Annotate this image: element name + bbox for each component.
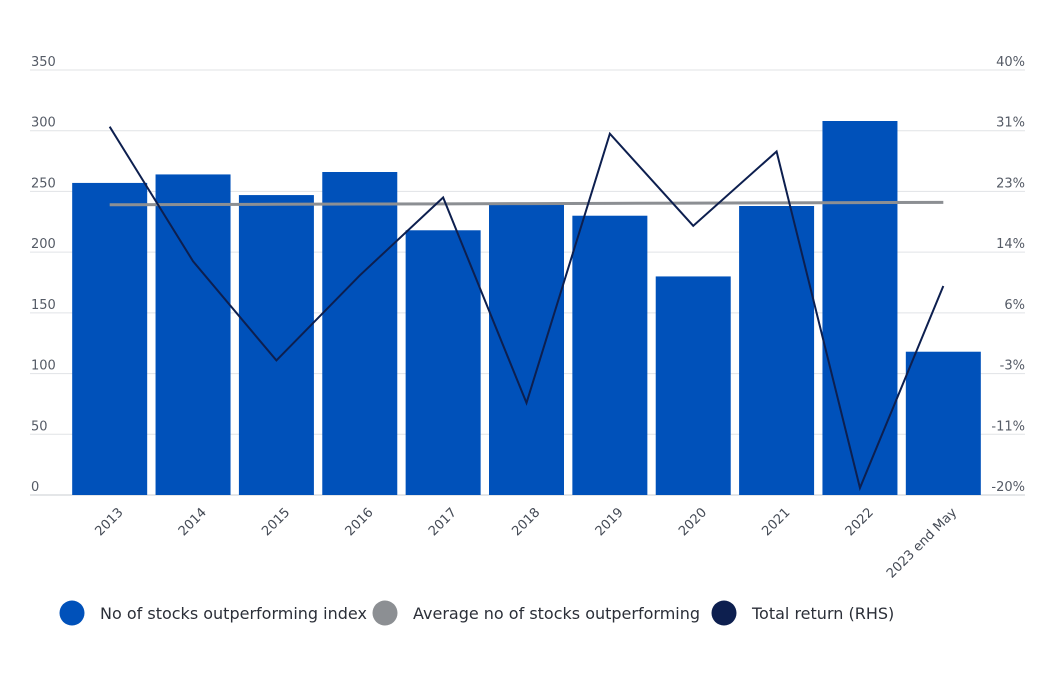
legend-label: No of stocks outperforming index (100, 604, 367, 623)
x-tick-label: 2022 (843, 505, 877, 539)
legend-marker (711, 600, 737, 626)
x-tick-label: 2020 (676, 505, 710, 539)
bar (822, 121, 898, 495)
x-tick-label: 2021 (759, 505, 793, 539)
left-tick-label: 50 (31, 419, 48, 434)
left-tick-label: 0 (31, 480, 39, 495)
legend-label: Total return (RHS) (751, 604, 894, 623)
bars (72, 121, 981, 496)
bar (489, 203, 564, 496)
x-tick-label: 2023 end May (884, 505, 960, 581)
left-axis-ticks: 0 50 100 150 200 250 300 350 (31, 55, 56, 495)
right-tick-label: 6% (1004, 298, 1025, 313)
right-tick-label: -20% (991, 480, 1025, 495)
x-tick-label: 2016 (343, 505, 377, 539)
left-tick-label: 200 (31, 237, 56, 252)
right-tick-label: 14% (996, 237, 1025, 252)
x-tick-label: 2013 (93, 505, 127, 539)
legend: No of stocks outperforming index Average … (59, 600, 894, 626)
legend-marker (372, 600, 398, 626)
legend-marker (59, 600, 85, 626)
x-axis-ticks: 2013 2014 2015 2016 2017 2018 2019 2020 2021 2022… (93, 505, 961, 581)
bar (72, 182, 148, 495)
right-tick-label: 31% (996, 116, 1025, 131)
average-line (109, 200, 944, 207)
x-tick-label: 2019 (593, 505, 627, 539)
right-tick-label: -11% (991, 419, 1025, 434)
x-tick-label: 2014 (176, 505, 210, 539)
left-tick-label: 100 (31, 359, 56, 374)
left-tick-label: 350 (31, 55, 56, 70)
total-return-line-path (108, 126, 945, 492)
bar (655, 276, 731, 495)
left-tick-label: 300 (31, 116, 56, 131)
left-tick-label: 250 (31, 176, 56, 191)
legend-label: Average no of stocks outperforming (413, 604, 700, 623)
x-tick-label: 2015 (259, 505, 293, 539)
bar (572, 215, 648, 495)
right-tick-label: 40% (996, 55, 1025, 70)
average-line-path (109, 200, 944, 207)
bar (322, 172, 398, 495)
bar (238, 195, 314, 496)
right-axis-ticks: -20% -11% -3% 6% 14% 23% 31% 40% (991, 55, 1025, 495)
bar (405, 230, 481, 496)
bar (155, 174, 231, 495)
x-tick-label: 2017 (426, 505, 460, 539)
x-tick-label: 2018 (509, 505, 543, 539)
bar (905, 351, 981, 495)
total-return-line (108, 126, 945, 492)
right-tick-label: -3% (1000, 359, 1025, 374)
right-tick-label: 23% (996, 176, 1025, 191)
bar (739, 206, 815, 495)
left-tick-label: 150 (31, 298, 56, 313)
